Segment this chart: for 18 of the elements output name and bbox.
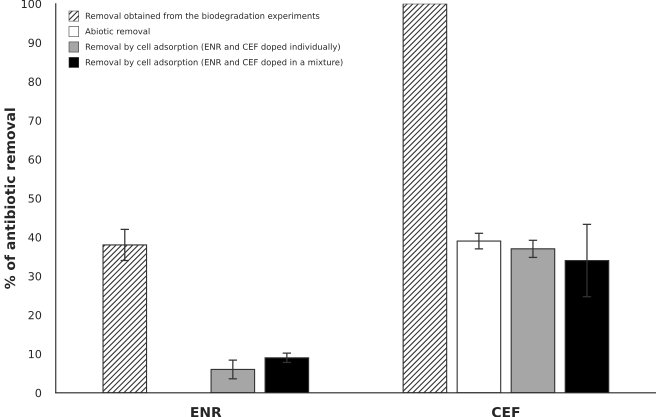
- y-tick-label: 90: [28, 38, 42, 48]
- legend-label: Removal by cell adsorption (ENR and CEF doped individually): [86, 43, 340, 52]
- y-tick-label: 40: [28, 233, 42, 242]
- legend-label: Removal obtained from the biodegradation experiments: [86, 12, 320, 21]
- y-tick-label: 80: [28, 78, 42, 86]
- y-axis-title: % of antibiotic removal: [4, 108, 16, 289]
- x-tick-label: CEF: [492, 406, 520, 417]
- legend-label: Abiotic removal: [85, 28, 150, 34]
- y-tick-label: 30: [28, 272, 42, 280]
- legend-label: Removal by cell adsorption (ENR and CEF doped in a mixture): [86, 58, 342, 67]
- y-tick-label: 0: [36, 388, 42, 398]
- x-tick-label: ENR: [191, 407, 222, 417]
- y-tick-label: 10: [28, 350, 42, 358]
- y-tick-label: 50: [28, 194, 42, 203]
- y-tick-label: 20: [28, 310, 42, 320]
- y-tick-label: 100: [22, 0, 42, 8]
- y-tick-label: 70: [28, 116, 42, 125]
- y-tick-label: 60: [28, 155, 42, 164]
